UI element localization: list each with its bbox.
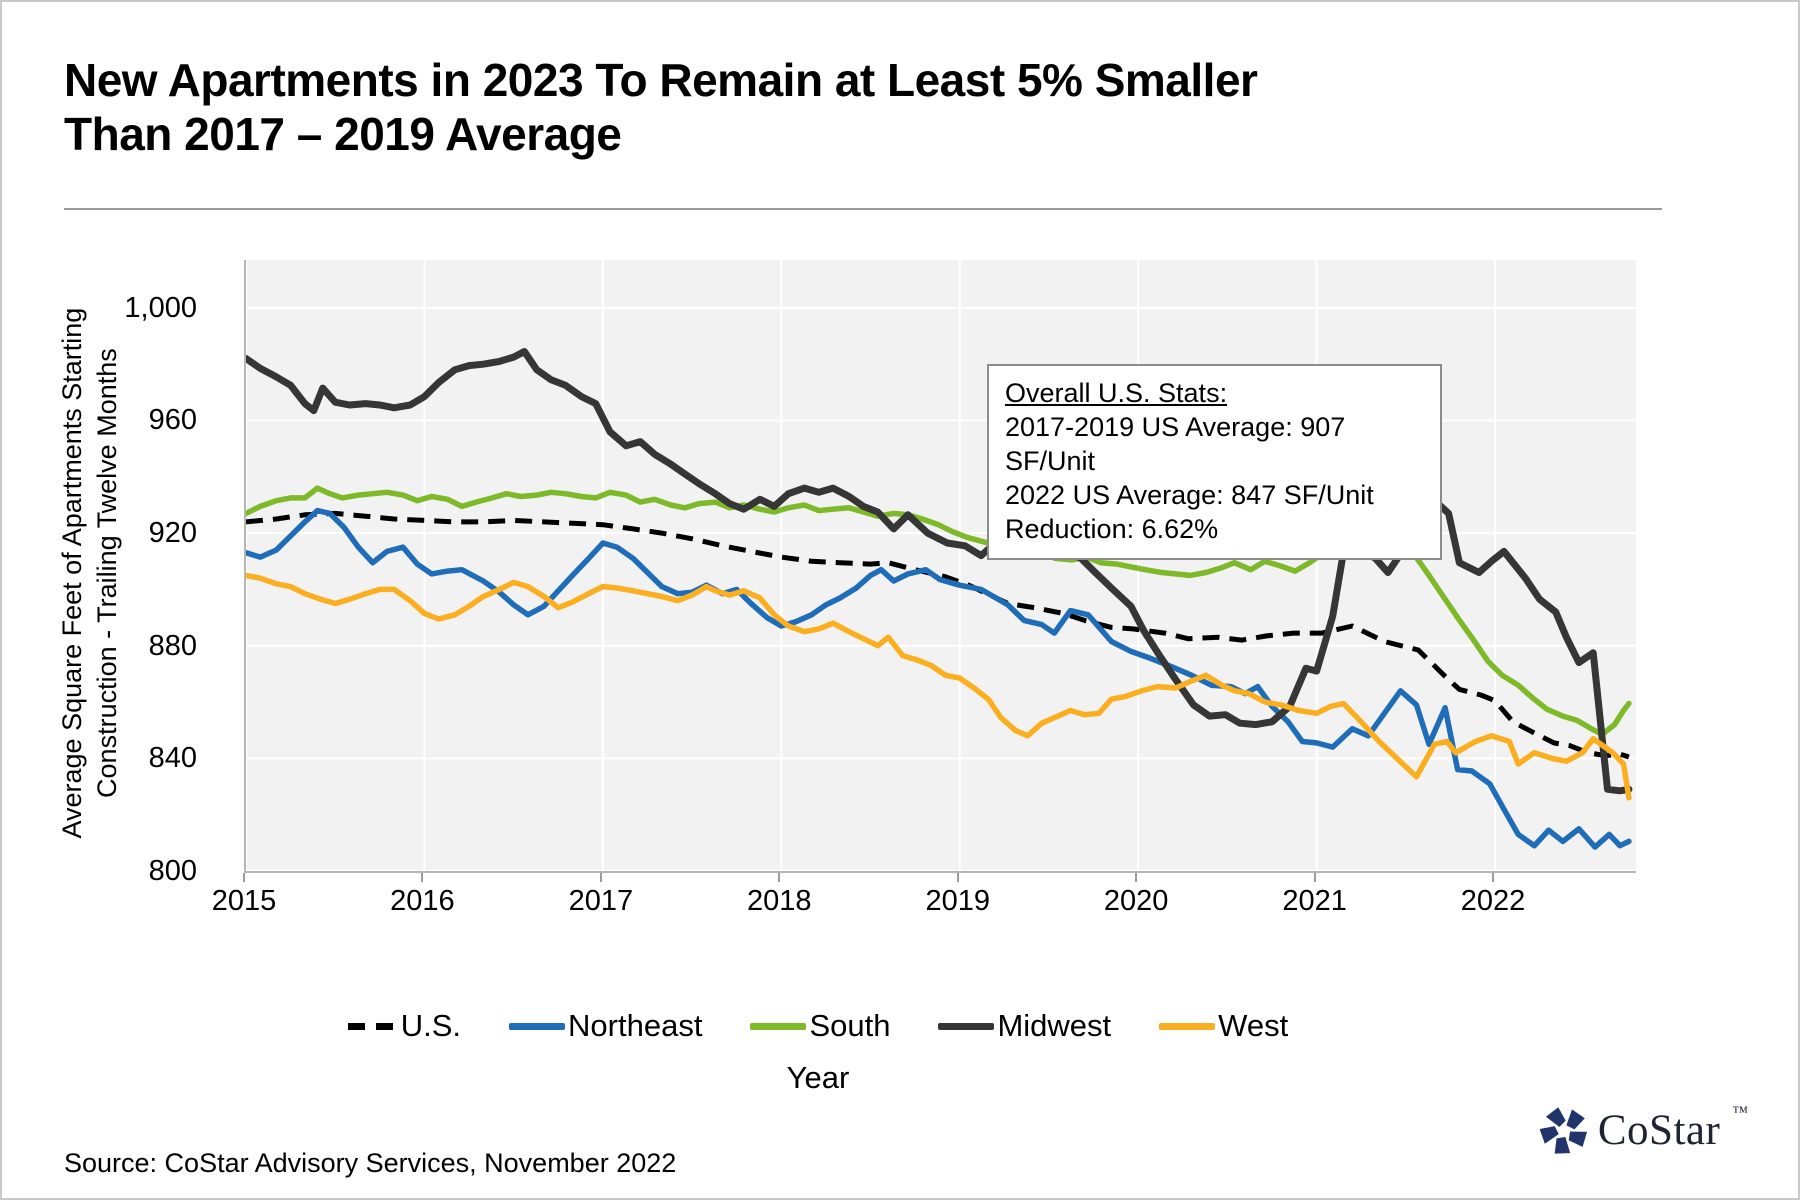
x-tick-label-2020: 2020 <box>1103 885 1169 917</box>
pinwheel-petal <box>1539 1125 1559 1144</box>
legend-item-midwest: Midwest <box>938 1008 1111 1044</box>
y-tick-label-920: 920 <box>148 517 197 550</box>
annotation-box: Overall U.S. Stats: 2017-2019 US Average… <box>987 364 1442 561</box>
series-line-west <box>246 572 1632 801</box>
x-tick-label-2015: 2015 <box>211 885 277 917</box>
x-tick-mark <box>1135 873 1138 882</box>
page-title: New Apartments in 2023 To Remain at Leas… <box>64 54 1258 162</box>
legend-swatch-u-s <box>347 1022 398 1030</box>
x-tick-mark <box>778 873 781 882</box>
pinwheel-petal <box>1554 1136 1571 1154</box>
costar-logo-text: CoStar <box>1597 1107 1721 1154</box>
line-chart <box>246 260 1636 871</box>
series-line-u-s <box>246 510 1630 760</box>
legend-label-northeast: Northeast <box>568 1008 703 1043</box>
pinwheel-petal <box>1568 1131 1587 1147</box>
x-tick-label-2022: 2022 <box>1460 885 1526 917</box>
legend-item-south: South <box>750 1008 890 1044</box>
x-tick-label-2018: 2018 <box>747 885 812 917</box>
x-tick-mark <box>1492 873 1495 882</box>
x-tick-label-2017: 2017 <box>568 885 634 917</box>
title-divider <box>64 208 1662 210</box>
title-line-2: Than 2017 – 2019 Average <box>64 107 622 160</box>
legend-label-midwest: Midwest <box>997 1008 1112 1043</box>
legend-label-south: South <box>809 1008 891 1043</box>
series-line-northeast <box>246 507 1632 850</box>
legend-swatch-northeast <box>509 1022 566 1030</box>
pinwheel-petal <box>1545 1106 1566 1127</box>
title-line-1: New Apartments in 2023 To Remain at Leas… <box>64 54 1258 106</box>
y-tick-label-960: 960 <box>148 404 197 437</box>
x-tick-mark <box>956 873 959 882</box>
plot-area <box>244 260 1636 873</box>
legend-item-west: West <box>1159 1008 1288 1044</box>
x-tick-label-2016: 2016 <box>390 885 455 917</box>
costar-pinwheel-icon <box>1539 1106 1587 1154</box>
chart-legend: U.S. Northeast South Midwest West <box>2 1008 1634 1044</box>
pinwheel-petal <box>1566 1108 1585 1129</box>
annotation-line: 2022 US Average: 847 SF/Unit <box>1005 480 1374 511</box>
legend-swatch-midwest <box>938 1022 995 1030</box>
source-note: Source: CoStar Advisory Services, Novemb… <box>64 1148 677 1178</box>
y-tick-label-840: 840 <box>148 742 197 775</box>
x-tick-mark <box>421 873 424 882</box>
legend-swatch-south <box>750 1022 807 1030</box>
annotation-line: Reduction: 6.62% <box>1005 514 1219 545</box>
legend-item-northeast: Northeast <box>509 1008 702 1044</box>
y-tick-label-1-000: 1,000 <box>124 291 197 324</box>
x-axis-title: Year <box>786 1060 850 1095</box>
y-tick-label-880: 880 <box>148 629 197 662</box>
y-axis-title: Average Square Feet of Apartments Starti… <box>55 233 125 913</box>
x-tick-mark <box>1313 873 1316 882</box>
legend-item-u-s: U.S. <box>347 1008 462 1044</box>
annotation-line: 2017-2019 US Average: 907 SF/Unit <box>1005 412 1346 477</box>
legend-label-u-s: U.S. <box>400 1008 462 1043</box>
legend-label-west: West <box>1218 1008 1289 1043</box>
legend-swatch-west <box>1159 1022 1216 1030</box>
y-tick-label-800: 800 <box>148 855 197 887</box>
costar-logo: CoStar ™ <box>1539 1103 1748 1155</box>
annotation-heading: Overall U.S. Stats: <box>1005 378 1228 408</box>
costar-logo-trademark: ™ <box>1732 1103 1748 1121</box>
x-tick-label-2021: 2021 <box>1282 885 1347 917</box>
x-tick-mark <box>599 873 602 882</box>
x-tick-mark <box>243 873 245 882</box>
x-tick-label-2019: 2019 <box>925 885 990 917</box>
